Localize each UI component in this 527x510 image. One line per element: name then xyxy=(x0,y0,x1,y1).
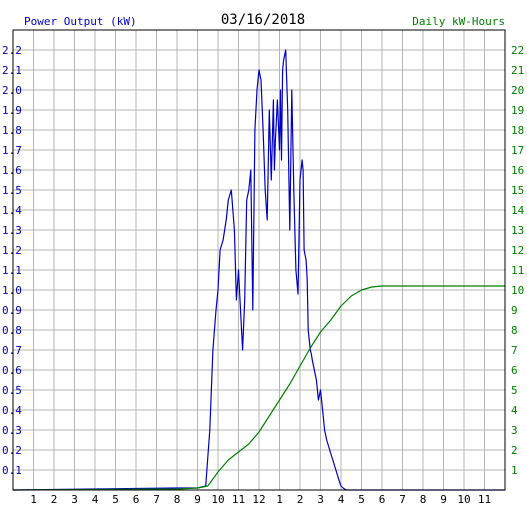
right-tick-label: 14 xyxy=(511,204,525,217)
x-tick-label: 7 xyxy=(399,493,406,506)
x-tick-label: 9 xyxy=(440,493,447,506)
x-tick-label: 10 xyxy=(457,493,470,506)
x-tick-label: 4 xyxy=(338,493,345,506)
x-tick-label: 8 xyxy=(174,493,181,506)
left-tick-label: 0.3 xyxy=(2,424,22,437)
right-tick-label: 12 xyxy=(511,244,524,257)
left-tick-label: 1.5 xyxy=(2,184,22,197)
right-tick-label: 16 xyxy=(511,164,524,177)
chart-title: 03/16/2018 xyxy=(221,12,305,28)
right-tick-label: 9 xyxy=(511,304,518,317)
x-tick-label: 3 xyxy=(317,493,324,506)
x-tick-label: 9 xyxy=(194,493,201,506)
x-tick-label: 10 xyxy=(211,493,224,506)
right-tick-label: 17 xyxy=(511,144,524,157)
right-tick-label: 15 xyxy=(511,184,524,197)
left-tick-label: 0.6 xyxy=(2,364,22,377)
x-tick-label: 1 xyxy=(30,493,37,506)
right-tick-label: 1 xyxy=(511,464,518,477)
x-tick-label: 4 xyxy=(92,493,99,506)
x-tick-label: 12 xyxy=(252,493,265,506)
right-tick-label: 6 xyxy=(511,364,518,377)
x-tick-label: 7 xyxy=(153,493,160,506)
right-tick-label: 11 xyxy=(511,264,524,277)
right-tick-label: 22 xyxy=(511,44,524,57)
right-tick-label: 8 xyxy=(511,324,518,337)
left-tick-label: 1.8 xyxy=(2,124,22,137)
left-tick-label: 2.0 xyxy=(2,84,22,97)
grid xyxy=(13,30,505,490)
left-tick-label: 0.9 xyxy=(2,304,22,317)
left-tick-label: 0.7 xyxy=(2,344,22,357)
plot-frame xyxy=(12,29,506,491)
x-tick-label: 5 xyxy=(112,493,119,506)
left-tick-label: 0.5 xyxy=(2,384,22,397)
left-tick-label: 1.1 xyxy=(2,264,22,277)
x-tick-label: 2 xyxy=(51,493,58,506)
left-tick-label: 0.4 xyxy=(2,404,22,417)
right-tick-label: 10 xyxy=(511,284,524,297)
x-tick-label: 11 xyxy=(232,493,245,506)
right-tick-label: 21 xyxy=(511,64,524,77)
x-tick-label: 5 xyxy=(358,493,365,506)
left-tick-label: 2.2 xyxy=(2,44,22,57)
right-tick-label: 13 xyxy=(511,224,524,237)
left-tick-label: 0.2 xyxy=(2,444,22,457)
x-tick-label: 1 xyxy=(276,493,283,506)
left-tick-label: 1.4 xyxy=(2,204,22,217)
right-tick-label: 7 xyxy=(511,344,518,357)
left-tick-label: 1.7 xyxy=(2,144,22,157)
x-tick-label: 3 xyxy=(71,493,78,506)
left-tick-label: 1.9 xyxy=(2,104,22,117)
right-tick-label: 19 xyxy=(511,104,524,117)
left-tick-label: 0.8 xyxy=(2,324,22,337)
right-tick-label: 2 xyxy=(511,444,518,457)
x-tick-label: 11 xyxy=(478,493,491,506)
right-tick-label: 20 xyxy=(511,84,524,97)
x-tick-label: 8 xyxy=(420,493,427,506)
right-tick-label: 4 xyxy=(511,404,518,417)
series-line-energy xyxy=(12,285,505,491)
x-tick-label: 6 xyxy=(133,493,140,506)
left-tick-label: 1.2 xyxy=(2,244,22,257)
left-axis-label: Power Output (kW) xyxy=(24,15,137,28)
right-tick-label: 18 xyxy=(511,124,524,137)
right-axis-label: Daily kW-Hours xyxy=(412,15,505,28)
tick-labels: 1 2 3 4 5 6 7 8 9 10 11 12 1 2 3 4 5 6 7 8 9 10 110.10.20.30.4… xyxy=(2,44,525,506)
left-tick-label: 1.6 xyxy=(2,164,22,177)
x-tick-label: 2 xyxy=(297,493,304,506)
right-tick-label: 3 xyxy=(511,424,518,437)
left-tick-label: 1.0 xyxy=(2,284,22,297)
right-tick-label: 5 xyxy=(511,384,518,397)
x-tick-label: 6 xyxy=(379,493,386,506)
left-tick-label: 0.1 xyxy=(2,464,22,477)
left-tick-label: 1.3 xyxy=(2,224,22,237)
left-tick-label: 2.1 xyxy=(2,64,22,77)
